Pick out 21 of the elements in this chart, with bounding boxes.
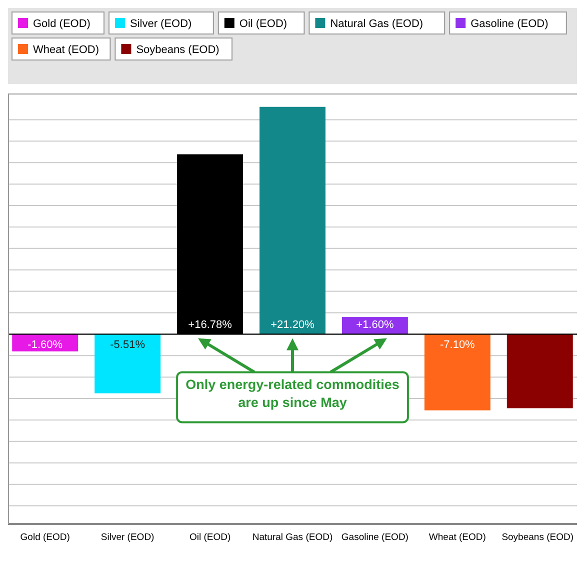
category-label: Soybeans (EOD)	[136, 44, 220, 56]
data-label: +21.20%	[270, 319, 315, 332]
x-tick-label: Silver (EOD)	[100, 532, 154, 543]
x-tick-label: Oil (EOD)	[189, 532, 231, 543]
data-label: -5.51%	[110, 339, 146, 352]
category-label: Gold (EOD)	[33, 18, 90, 30]
data-label: -7.10%	[440, 339, 476, 352]
data-label: +1.60%	[356, 319, 394, 332]
x-tick-label: Wheat (EOD)	[428, 532, 486, 543]
x-tick-label: Gasoline (EOD)	[341, 532, 408, 543]
category-label: Silver (EOD)	[130, 18, 192, 30]
x-tick-label: Gold (EOD)	[20, 532, 70, 543]
data-label: -1.60%	[28, 339, 63, 352]
annotation: Only energy-related commodities are up since May	[184, 376, 400, 412]
category-label: Wheat (EOD)	[33, 44, 100, 56]
category-label: Oil (EOD)	[239, 18, 288, 30]
category-label: Natural Gas (EOD)	[330, 18, 424, 30]
x-tick-label: Soybeans (EOD)	[502, 532, 574, 543]
data-label: +16.78%	[188, 319, 232, 332]
x-tick-label: Natural Gas (EOD)	[252, 532, 333, 543]
category-label: Gasoline (EOD)	[470, 18, 548, 30]
